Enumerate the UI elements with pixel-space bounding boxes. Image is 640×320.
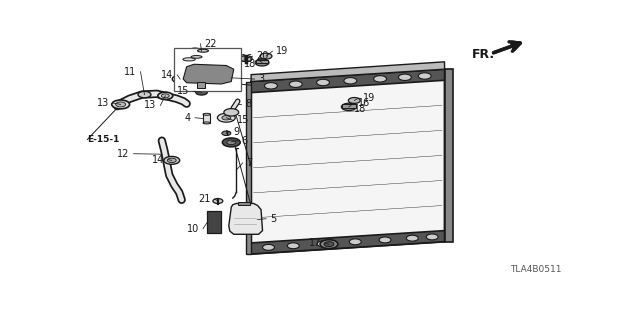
Text: 8: 8 [245, 100, 252, 109]
Circle shape [317, 241, 329, 247]
Text: 22: 22 [205, 39, 217, 49]
Circle shape [240, 56, 252, 61]
Circle shape [317, 79, 330, 86]
Text: 20: 20 [257, 51, 269, 61]
Circle shape [379, 237, 391, 243]
Polygon shape [251, 231, 445, 254]
Circle shape [164, 156, 180, 164]
Circle shape [227, 140, 236, 145]
Text: 21: 21 [198, 194, 211, 204]
Circle shape [167, 158, 176, 163]
Polygon shape [251, 69, 445, 254]
Text: 6: 6 [242, 136, 248, 146]
Text: 14: 14 [161, 70, 173, 80]
Ellipse shape [198, 49, 209, 52]
Text: 19: 19 [363, 93, 375, 103]
Circle shape [161, 94, 169, 98]
Circle shape [116, 102, 125, 107]
Text: 14: 14 [152, 155, 164, 164]
Ellipse shape [191, 56, 202, 58]
Text: FR.: FR. [472, 48, 495, 61]
Circle shape [158, 92, 173, 100]
Polygon shape [251, 69, 445, 92]
Text: 10: 10 [187, 224, 199, 234]
Circle shape [196, 89, 207, 95]
Text: 18: 18 [355, 104, 367, 114]
Circle shape [341, 103, 356, 111]
Circle shape [344, 77, 356, 84]
Text: 7: 7 [246, 158, 253, 168]
Circle shape [324, 242, 334, 247]
Polygon shape [251, 62, 445, 82]
Text: 12: 12 [117, 149, 129, 159]
Text: TLA4B0511: TLA4B0511 [509, 265, 561, 274]
Text: 13: 13 [144, 100, 156, 110]
Circle shape [176, 77, 185, 81]
Text: 19: 19 [276, 46, 289, 56]
Text: 4: 4 [185, 113, 191, 123]
Polygon shape [229, 204, 262, 234]
Text: 2: 2 [184, 52, 190, 61]
Circle shape [224, 108, 239, 116]
Circle shape [264, 83, 277, 89]
Text: 3: 3 [259, 74, 265, 84]
Circle shape [374, 76, 387, 82]
Text: 18: 18 [244, 59, 256, 69]
Text: E-15-1: E-15-1 [177, 83, 209, 92]
Circle shape [406, 235, 419, 241]
Bar [196, 82, 205, 88]
Polygon shape [246, 82, 251, 254]
Circle shape [222, 138, 240, 147]
Text: E-15-1: E-15-1 [88, 135, 120, 144]
Circle shape [320, 240, 338, 249]
Ellipse shape [203, 122, 211, 124]
Polygon shape [183, 64, 234, 84]
Text: 9: 9 [234, 126, 240, 137]
Circle shape [426, 234, 438, 240]
Circle shape [213, 198, 223, 204]
Text: 16: 16 [241, 54, 253, 64]
Circle shape [172, 75, 188, 83]
Text: 13: 13 [97, 98, 109, 108]
Circle shape [348, 98, 360, 103]
Circle shape [419, 73, 431, 79]
Circle shape [399, 74, 412, 80]
Bar [256, 60, 269, 63]
Circle shape [112, 100, 130, 109]
Bar [174, 48, 241, 92]
Circle shape [262, 244, 275, 250]
Circle shape [189, 48, 202, 54]
Bar [207, 211, 221, 233]
Circle shape [218, 113, 236, 122]
Circle shape [289, 81, 302, 87]
Ellipse shape [203, 113, 211, 115]
Circle shape [222, 131, 231, 135]
Text: 15: 15 [177, 86, 189, 96]
Text: 16: 16 [358, 98, 370, 108]
Circle shape [222, 116, 231, 120]
Circle shape [260, 53, 272, 59]
Polygon shape [445, 69, 454, 242]
Circle shape [255, 59, 269, 66]
Text: E-15-1: E-15-1 [174, 83, 207, 92]
Circle shape [349, 239, 361, 245]
Text: 17: 17 [309, 238, 321, 248]
Bar [203, 114, 211, 123]
Text: 5: 5 [270, 214, 276, 224]
Text: 11: 11 [124, 67, 136, 77]
Text: 1: 1 [178, 55, 184, 64]
Circle shape [287, 243, 300, 249]
Bar [237, 202, 250, 205]
Ellipse shape [183, 58, 195, 61]
Text: 15: 15 [237, 115, 249, 125]
Bar [342, 104, 356, 108]
Circle shape [138, 92, 151, 98]
